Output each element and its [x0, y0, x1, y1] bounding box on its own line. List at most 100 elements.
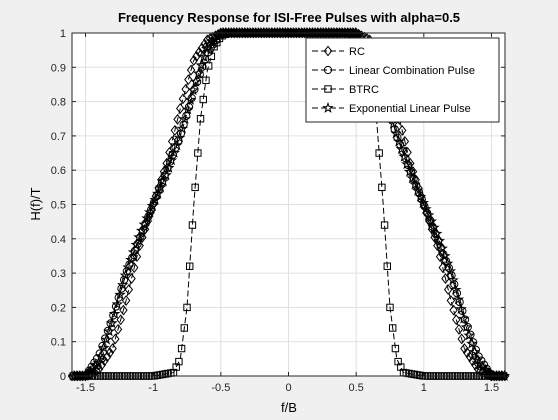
data-point	[428, 221, 440, 233]
legend-label: RC	[349, 46, 365, 58]
y-tick-label: 0.4	[51, 234, 66, 246]
data-point	[105, 347, 115, 359]
data-point	[199, 95, 207, 104]
data-point	[84, 365, 96, 377]
data-point	[441, 257, 454, 269]
data-point	[154, 181, 167, 193]
data-point	[420, 203, 432, 215]
y-tick-label: 0.1	[51, 337, 66, 349]
data-point	[378, 183, 386, 192]
data-point	[173, 131, 186, 143]
series-line	[72, 32, 505, 377]
data-point	[163, 162, 175, 173]
data-point	[176, 103, 185, 114]
data-point	[191, 183, 199, 192]
data-point	[106, 317, 118, 329]
data-point	[108, 307, 121, 319]
data-point	[498, 369, 511, 381]
data-point	[117, 279, 129, 290]
data-point	[411, 184, 424, 196]
data-point	[386, 303, 394, 312]
data-point	[380, 221, 389, 229]
data-point	[189, 75, 202, 87]
data-point	[436, 242, 448, 254]
data-point	[401, 158, 413, 170]
data-point	[184, 93, 197, 105]
data-point	[442, 256, 451, 266]
y-tick-label: 0.5	[51, 200, 66, 212]
data-point	[178, 93, 188, 105]
data-point	[121, 295, 131, 306]
y-tick-label: 0.2	[51, 302, 66, 314]
data-point	[452, 314, 461, 326]
data-point	[392, 135, 405, 147]
data-point	[403, 165, 416, 177]
data-point	[122, 261, 134, 273]
data-point	[414, 190, 427, 202]
data-point	[135, 224, 148, 236]
data-point	[171, 139, 183, 151]
data-point	[97, 359, 107, 371]
y-tick-label: 1	[60, 28, 66, 40]
data-point	[194, 149, 202, 157]
data-point	[141, 212, 153, 224]
data-point	[383, 262, 391, 270]
data-point	[189, 55, 199, 66]
data-point	[197, 42, 207, 54]
legend-marker	[323, 45, 333, 57]
chart-title: Frequency Response for ISI-Free Pulses w…	[118, 10, 460, 25]
data-point	[388, 324, 397, 332]
data-point	[425, 215, 437, 227]
y-tick-label: 0.8	[51, 97, 66, 109]
data-point	[460, 321, 473, 333]
data-point	[398, 150, 411, 162]
data-point	[457, 333, 466, 345]
x-tick-label: -1	[148, 382, 158, 394]
x-axis-label: f/B	[281, 400, 297, 415]
data-point	[192, 50, 201, 62]
legend-marker	[323, 65, 333, 75]
data-point	[184, 74, 193, 86]
data-point	[206, 35, 218, 47]
x-tick-label: 1.5	[484, 382, 499, 394]
legend-entry: BTRC	[312, 84, 379, 96]
y-tick-label: 0.3	[51, 268, 66, 280]
data-point	[194, 46, 204, 58]
data-point	[165, 154, 178, 166]
data-point	[422, 209, 435, 221]
data-point	[179, 113, 191, 124]
y-tick-label: 0	[60, 371, 66, 383]
data-point	[176, 129, 186, 138]
data-point	[471, 354, 483, 366]
data-point	[149, 193, 161, 205]
data-point	[192, 67, 205, 79]
data-point	[406, 172, 419, 184]
data-point	[128, 253, 137, 262]
data-point	[200, 38, 209, 50]
data-point	[138, 218, 151, 230]
data-point	[449, 283, 462, 295]
data-point	[125, 253, 137, 265]
data-point	[390, 127, 402, 139]
data-point	[181, 83, 190, 95]
data-point	[168, 146, 180, 158]
data-point	[124, 284, 134, 295]
data-point	[449, 304, 458, 316]
data-point	[125, 260, 134, 269]
data-point	[108, 343, 117, 354]
data-point	[196, 115, 205, 123]
data-point	[130, 238, 142, 250]
data-point	[181, 103, 194, 115]
data-point	[100, 355, 109, 367]
data-point	[375, 149, 383, 157]
data-point	[103, 325, 116, 337]
legend-label: Exponential Linear Pulse	[349, 103, 471, 115]
data-point	[148, 199, 158, 210]
data-point	[111, 298, 124, 310]
data-point	[170, 125, 180, 136]
data-point	[390, 125, 399, 134]
data-point	[433, 234, 446, 247]
data-point	[175, 357, 183, 366]
data-point	[176, 122, 189, 134]
